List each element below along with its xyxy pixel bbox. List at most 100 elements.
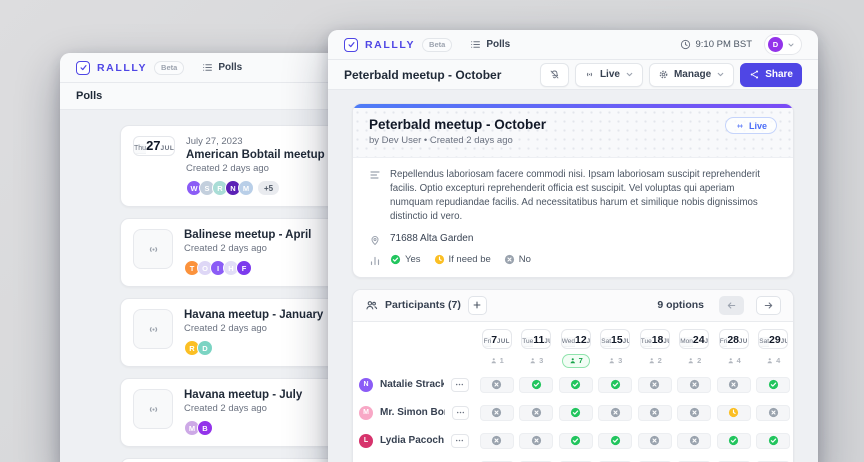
description-row: Repellendus laboriosam facere commodi ni…	[369, 168, 777, 225]
nav-polls-label: Polls	[486, 39, 511, 50]
check-circle-icon	[571, 380, 581, 390]
poll-location: 71688 Alta Garden	[390, 232, 474, 244]
option-date-chip[interactable]: Fri7JUL	[481, 328, 512, 349]
poll-toolbar-title: Peterbald meetup - October	[344, 67, 502, 82]
share-icon	[750, 70, 759, 79]
live-dropdown[interactable]: Live	[574, 62, 643, 87]
x-circle-icon	[492, 436, 502, 446]
poll-page-content: Peterbald meetup - October by Dev User •…	[328, 90, 818, 462]
option-date-chip[interactable]: Mon24JUL	[679, 328, 710, 349]
x-circle-icon	[492, 380, 502, 390]
person-icon	[767, 358, 773, 364]
vote-cell-yes	[598, 376, 633, 393]
brand-name: RALLLY	[365, 38, 416, 51]
poll-item-title: Havana meetup - July	[184, 389, 303, 401]
participant-row: N Natalie Stracke	[359, 374, 793, 396]
vote-count-row: 1 3 7 3 2 2 4 4	[359, 353, 793, 368]
option-date-chip[interactable]: Tue18JUL	[639, 328, 670, 349]
check-circle-icon	[571, 408, 581, 418]
x-circle-icon	[650, 408, 660, 418]
beta-badge: Beta	[154, 60, 185, 75]
legend-label: No	[518, 253, 531, 265]
vote-count-best: 7	[561, 353, 590, 368]
option-date-chip[interactable]: Wed12JUL	[560, 328, 591, 349]
participant-menu-button[interactable]	[451, 405, 469, 420]
poll-description: Repellendus laboriosam facere commodi ni…	[390, 169, 760, 223]
vote-cell-yes	[598, 432, 633, 449]
map-pin-icon	[371, 235, 379, 245]
add-participant-button[interactable]	[467, 295, 487, 315]
avatar: D	[197, 340, 213, 356]
location-row: 71688 Alta Garden	[369, 233, 777, 246]
toolbar-actions: Live Manage Share	[539, 62, 802, 87]
x-circle-icon	[650, 380, 660, 390]
chart-icon	[370, 256, 380, 265]
chevron-down-icon	[626, 72, 633, 77]
option-date-chip[interactable]: Sat29JUL	[758, 328, 789, 349]
x-circle-icon	[650, 436, 660, 446]
options-legend-row: Yes If need be No	[369, 254, 777, 267]
participant-rows: N Natalie Stracke M Mr. Simon Borer L Ly…	[359, 374, 793, 462]
live-icon	[737, 123, 743, 128]
participants-table: Fri7JUL Tue11JUL Wed12JUL Sat15JUL Tue18JUL M…	[353, 322, 793, 462]
check-circle-icon	[610, 436, 620, 446]
live-badge-label: Live	[748, 120, 767, 131]
notifications-off-button[interactable]	[539, 62, 569, 87]
logo[interactable]: RALLLY Beta	[76, 60, 185, 75]
vote-cell-yes	[756, 376, 791, 393]
vote-cell-yes	[716, 432, 751, 449]
vote-cell-no	[598, 404, 633, 421]
poll-item-created: Created 2 days ago	[186, 163, 269, 174]
vote-cell-no	[519, 432, 554, 449]
clock-icon	[680, 39, 690, 50]
nav-item-polls[interactable]: Polls	[470, 39, 510, 50]
nav-polls-label: Polls	[218, 62, 243, 73]
person-icon	[728, 358, 733, 364]
chevron-down-icon	[717, 72, 724, 77]
users-icon	[366, 300, 378, 310]
user-menu[interactable]: D	[764, 34, 802, 55]
vote-cell-no	[677, 432, 712, 449]
vote-cell-no	[677, 404, 712, 421]
check-circle-icon	[768, 436, 778, 446]
vote-cell-yes	[756, 432, 791, 449]
poll-item-title: Havana meetup - January	[184, 309, 324, 321]
share-button[interactable]: Share	[740, 62, 802, 87]
avatar: N	[225, 180, 241, 196]
vote-count: 4	[766, 356, 780, 365]
next-options-button[interactable]	[756, 295, 781, 315]
manage-label: Manage	[673, 69, 712, 80]
x-circle-icon	[689, 436, 699, 446]
check-circle-icon	[768, 380, 778, 390]
option-date-chip[interactable]: Tue11JUL	[521, 328, 552, 349]
participant-menu-button[interactable]	[450, 377, 469, 392]
avatar: F	[236, 260, 252, 276]
person-icon	[491, 358, 496, 364]
vote-cell-no	[479, 376, 514, 393]
brand-name: RALLLY	[97, 61, 148, 74]
participant-row: D Darrin Rippin	[359, 458, 793, 462]
vote-cell-yes	[558, 376, 593, 393]
legend-label: Yes	[405, 253, 421, 265]
prev-options-button[interactable]	[719, 295, 744, 315]
participants-title: Participants (7)	[385, 299, 461, 312]
vote-cell-no	[479, 432, 514, 449]
beta-badge: Beta	[422, 37, 453, 52]
avatar: H	[223, 260, 239, 276]
nav-item-polls[interactable]: Polls	[202, 62, 242, 73]
vote-cell-no	[637, 404, 672, 421]
manage-dropdown[interactable]: Manage	[648, 62, 735, 87]
live-poll-icon	[133, 309, 173, 349]
logo[interactable]: RALLLY Beta	[344, 37, 453, 52]
option-date-chip[interactable]: Sat15JUL	[600, 328, 631, 349]
chevron-down-icon	[788, 43, 794, 46]
avatar: M	[238, 180, 254, 196]
person-icon	[609, 358, 615, 364]
check-circle-icon	[610, 380, 620, 390]
participant-menu-button[interactable]	[450, 433, 469, 448]
vote-cell-yes	[519, 376, 554, 393]
check-circle-icon	[571, 436, 581, 446]
avatar: R	[184, 340, 200, 356]
option-date-chip[interactable]: Fri28JUL	[718, 328, 749, 349]
